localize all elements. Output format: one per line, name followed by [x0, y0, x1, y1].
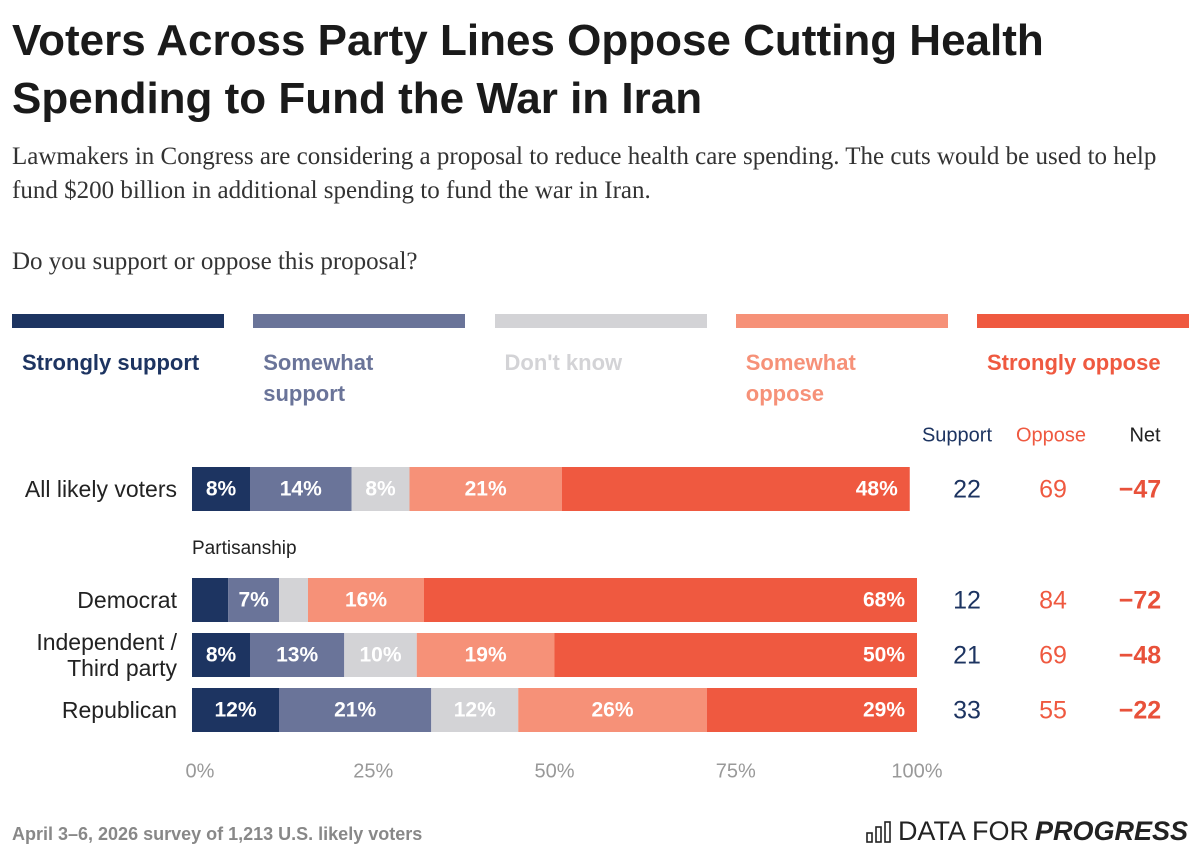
group-label: Partisanship	[192, 538, 297, 559]
brand: DATA FOR PROGRESS	[866, 816, 1188, 847]
legend: Strongly support Somewhat support Don't kn…	[12, 314, 1189, 409]
x-tick-label: 25%	[353, 760, 393, 782]
summary-value: 33	[953, 697, 981, 725]
legend-item: Strongly support	[12, 314, 224, 409]
subtitle: Lawmakers in Congress are considering a …	[12, 143, 1157, 204]
bar-label: 29%	[863, 699, 905, 722]
bar-label: 8%	[206, 644, 237, 667]
bar-segment	[192, 688, 279, 732]
bar-label: 7%	[238, 589, 269, 612]
bar-segment	[416, 633, 555, 677]
row-label: Republican	[61, 697, 177, 723]
summary-value: 21	[953, 642, 981, 670]
legend-swatch	[735, 314, 948, 328]
bar-label: 50%	[863, 644, 905, 667]
bar-label: 21%	[334, 699, 376, 722]
summary-value: −48	[1119, 642, 1162, 670]
legend-swatch	[12, 314, 224, 328]
bar-label: 68%	[863, 589, 905, 612]
bar-segment	[228, 578, 279, 622]
row-label: Independent / Third party	[36, 629, 177, 681]
summary-value: −72	[1119, 587, 1161, 615]
summary-value: 84	[1039, 587, 1067, 615]
bar-label: 10%	[359, 644, 401, 667]
summary-value: 55	[1039, 697, 1067, 725]
legend-item: Somewhat oppose	[735, 314, 948, 409]
x-tick-label: 0%	[186, 760, 215, 782]
summary-value: 69	[1039, 642, 1067, 670]
bar-segment	[554, 633, 917, 677]
bar-segment	[279, 578, 308, 622]
bar-label: 21%	[465, 478, 507, 501]
legend-swatch	[977, 314, 1189, 328]
x-tick-label: 75%	[716, 760, 756, 782]
bar-segment	[250, 467, 352, 511]
summary-value: 22	[953, 476, 981, 504]
bar-label: 16%	[345, 589, 387, 612]
legend-label: Strongly oppose	[987, 350, 1161, 375]
row-label: Democrat	[77, 587, 177, 613]
bar-segment	[518, 688, 707, 732]
bar-segment	[250, 633, 345, 677]
bar-segment	[192, 467, 250, 511]
summary-value: 12	[953, 587, 981, 615]
bar-label: 14%	[280, 478, 322, 501]
chart-title: Voters Across Party Lines Oppose Cutting…	[12, 16, 1044, 123]
x-tick-label: 100%	[891, 760, 942, 782]
question: Do you support or oppose this proposal?	[12, 248, 418, 275]
bar-segment	[192, 578, 229, 622]
brand-text-bold: PROGRESS	[1034, 816, 1188, 846]
brand-text: DATA FOR	[897, 816, 1029, 846]
bar-label: 26%	[591, 699, 633, 722]
bar-segment	[308, 578, 424, 622]
summary-header: Net	[1129, 424, 1161, 446]
legend-swatch	[494, 314, 707, 328]
bar-label: 8%	[365, 478, 396, 501]
row-label: All likely voters	[24, 476, 177, 502]
bar-label: 12%	[454, 699, 496, 722]
legend-label: Don't know	[504, 350, 623, 375]
bar-label: 8%	[206, 478, 237, 501]
bar-segment	[279, 688, 432, 732]
bar-label: 19%	[465, 644, 507, 667]
summary-value: −22	[1119, 697, 1161, 725]
legend-label: Strongly support	[22, 350, 200, 375]
bar-segment	[431, 688, 519, 732]
summary-value: 69	[1039, 476, 1067, 504]
bar-label: 13%	[276, 644, 318, 667]
summary-value: −47	[1119, 476, 1161, 504]
legend-item: Strongly oppose	[977, 314, 1189, 409]
summary-header: Support	[922, 424, 992, 446]
legend-item: Don't know	[494, 314, 707, 409]
bar-segment	[344, 633, 417, 677]
bar-label: 12%	[214, 699, 256, 722]
bar-label: 48%	[856, 478, 898, 501]
summary-header: Oppose	[1016, 424, 1086, 446]
bar-segment	[561, 467, 910, 511]
x-tick-label: 50%	[534, 760, 574, 782]
legend-label: Somewhat oppose	[745, 350, 856, 406]
legend-label: Somewhat support	[263, 350, 374, 406]
brand-icon	[866, 820, 891, 843]
legend-swatch	[253, 314, 466, 328]
bar-segment	[409, 467, 562, 511]
bar-segment	[192, 633, 250, 677]
bar-segment	[706, 688, 917, 732]
bar-segment	[351, 467, 410, 511]
legend-item: Somewhat support	[253, 314, 466, 409]
source: April 3–6, 2026 survey of 1,213 U.S. lik…	[12, 824, 423, 844]
bar-segment	[424, 578, 917, 622]
